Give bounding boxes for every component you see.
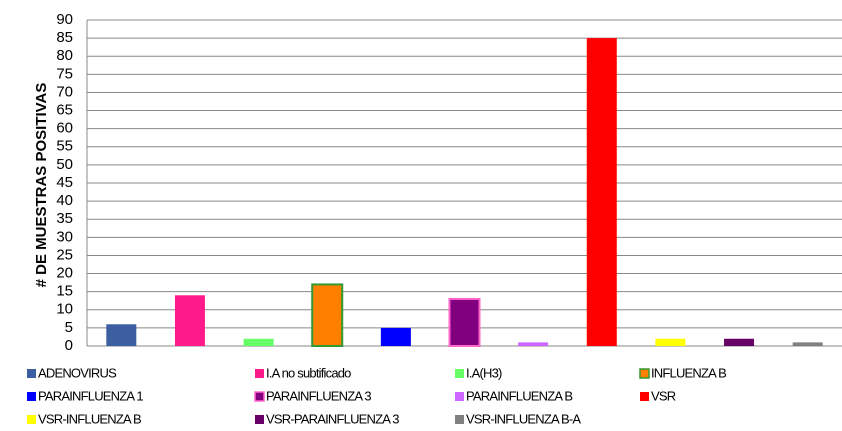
y-tick-label: 40: [56, 192, 73, 209]
legend-swatch: [27, 415, 36, 424]
bar: [586, 38, 617, 346]
bar: [448, 297, 481, 347]
bar: [792, 342, 823, 346]
legend-label: VSR-INFLUENZA B-A: [466, 411, 581, 426]
legend-label: ADENOVIRUS: [38, 365, 117, 380]
bar: [106, 324, 137, 346]
y-tick-label: 5: [65, 319, 73, 336]
legend-swatch: [27, 392, 36, 401]
y-tick-label: 45: [56, 174, 73, 191]
y-tick-label: 25: [56, 246, 73, 263]
legend-label: I.A(H3): [466, 365, 502, 380]
legend-swatch: [255, 415, 264, 424]
legend-label: PARAINFLUENZA B: [466, 388, 572, 403]
y-tick-label: 65: [56, 102, 73, 119]
legend-swatch: [640, 392, 649, 401]
legend-label: PARAINFLUENZA 1: [38, 388, 143, 403]
bar: [518, 342, 549, 346]
legend-swatch: [639, 368, 650, 379]
bar: [724, 338, 755, 346]
bar: [655, 338, 686, 346]
y-tick-label: 50: [56, 156, 73, 173]
legend-label: PARAINFLUENZA 3: [266, 388, 371, 403]
y-tick-label: 80: [56, 47, 73, 64]
legend-label: VSR-INFLUENZA B: [38, 411, 141, 426]
bar: [311, 283, 344, 347]
legend-swatch: [27, 369, 36, 378]
legend-label: INFLUENZA B: [651, 365, 726, 380]
legend-swatch: [455, 392, 464, 401]
y-tick-label: 90: [56, 11, 73, 28]
y-axis-label: # DE MUESTRAS POSITIVAS: [33, 83, 50, 288]
y-tick-label: 10: [56, 301, 73, 318]
legend-swatch: [254, 391, 265, 402]
legend-label: VSR-PARAINFLUENZA 3: [266, 411, 399, 426]
legend-swatch: [455, 415, 464, 424]
legend-label: I.A no subtificado: [266, 365, 351, 380]
y-tick-label: 30: [56, 228, 73, 245]
y-tick-label: 15: [56, 283, 73, 300]
y-tick-label: 70: [56, 83, 73, 100]
y-tick-label: 35: [56, 210, 73, 227]
y-tick-label: 85: [56, 29, 73, 46]
legend-label: VSR: [651, 388, 676, 403]
y-tick-label: 0: [65, 337, 73, 354]
y-tick-label: 55: [56, 138, 73, 155]
legend-swatch: [255, 369, 264, 378]
legend-swatch: [455, 369, 464, 378]
bar: [243, 338, 274, 346]
bar: [380, 327, 411, 346]
y-tick-label: 75: [56, 65, 73, 82]
y-tick-label: 20: [56, 265, 73, 282]
y-tick-label: 60: [56, 120, 73, 137]
bar: [174, 295, 205, 346]
